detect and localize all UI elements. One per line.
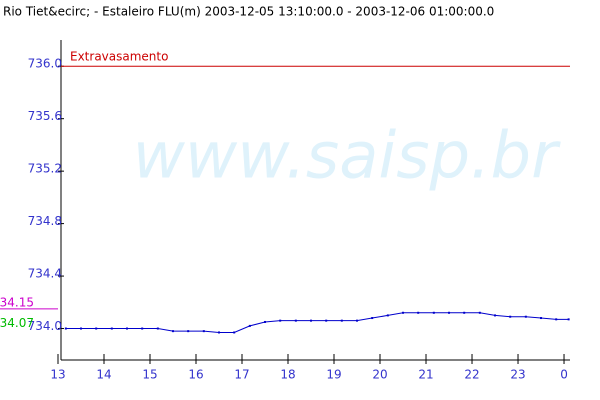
data-point xyxy=(524,315,527,318)
x-tick-label: 0 xyxy=(560,368,568,382)
data-point xyxy=(126,327,129,330)
data-point xyxy=(448,311,451,314)
data-point xyxy=(279,319,282,322)
x-tick-label: 18 xyxy=(280,368,295,382)
y-tick-label: 735.6 xyxy=(28,109,62,123)
data-point xyxy=(325,319,328,322)
x-tick-label: 14 xyxy=(96,368,111,382)
data-point xyxy=(141,327,144,330)
data-line xyxy=(65,312,569,333)
data-point xyxy=(294,319,297,322)
y-tick-label: 735.2 xyxy=(28,162,62,176)
x-tick-label: 23 xyxy=(510,368,525,382)
y-tick-label: 734.4 xyxy=(28,267,62,281)
chart-title: Rio Tiet&ecirc; - Estaleiro FLU(m) 2003-… xyxy=(3,5,494,19)
data-point xyxy=(64,327,67,330)
data-point xyxy=(264,320,267,323)
data-point xyxy=(494,314,497,317)
data-point xyxy=(356,319,359,322)
y-tick-label: 734.0 xyxy=(28,319,62,333)
data-point xyxy=(340,319,343,322)
data-point xyxy=(248,324,251,327)
marker-label: 734.15 xyxy=(0,295,34,309)
x-tick-label: 22 xyxy=(464,368,479,382)
data-point xyxy=(156,327,159,330)
data-point xyxy=(110,327,113,330)
data-point xyxy=(187,330,190,333)
y-tick-label: 736.0 xyxy=(28,57,62,71)
x-tick-label: 20 xyxy=(372,368,387,382)
x-tick-label: 17 xyxy=(234,368,249,382)
data-point xyxy=(202,330,205,333)
x-tick-label: 16 xyxy=(188,368,203,382)
data-point xyxy=(509,315,512,318)
data-point xyxy=(478,311,481,314)
data-point xyxy=(80,327,83,330)
data-point xyxy=(386,314,389,317)
data-point xyxy=(95,327,98,330)
data-point xyxy=(310,319,313,322)
marker-label: 734.07 xyxy=(0,316,34,330)
data-point xyxy=(540,317,543,320)
data-point xyxy=(432,311,435,314)
data-point xyxy=(417,311,420,314)
x-tick-label: 15 xyxy=(142,368,157,382)
data-point xyxy=(567,318,570,321)
data-point xyxy=(402,311,405,314)
x-tick-label: 13 xyxy=(50,368,65,382)
data-point xyxy=(218,331,221,334)
data-point xyxy=(371,317,374,320)
y-tick-label: 734.8 xyxy=(28,214,62,228)
x-tick-label: 21 xyxy=(418,368,433,382)
watermark: www.saisp.br xyxy=(133,120,562,194)
data-point xyxy=(555,318,558,321)
data-point xyxy=(233,331,236,334)
data-point xyxy=(172,330,175,333)
x-tick-label: 19 xyxy=(326,368,341,382)
threshold-label: Extravasamento xyxy=(70,50,168,64)
data-point xyxy=(463,311,466,314)
